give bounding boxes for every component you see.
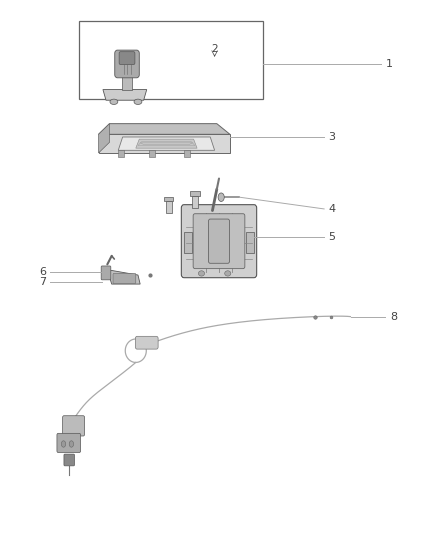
Bar [246,232,254,253]
FancyBboxPatch shape [63,416,85,436]
FancyBboxPatch shape [57,433,81,453]
Bar [79,21,263,99]
Polygon shape [136,139,197,148]
FancyBboxPatch shape [181,205,257,278]
FancyBboxPatch shape [113,273,136,284]
FancyBboxPatch shape [193,214,245,269]
FancyBboxPatch shape [119,52,135,64]
Polygon shape [99,134,230,153]
Ellipse shape [69,441,74,447]
Bar [190,191,200,196]
FancyBboxPatch shape [101,266,111,280]
Text: 1: 1 [385,59,392,69]
Ellipse shape [225,271,231,276]
Bar [149,150,155,157]
Ellipse shape [198,271,205,276]
Polygon shape [118,137,215,150]
Polygon shape [99,124,230,134]
Bar [184,150,190,157]
Polygon shape [103,90,147,100]
Ellipse shape [110,99,118,104]
Text: 4: 4 [328,204,336,214]
FancyBboxPatch shape [64,454,74,466]
Text: 2: 2 [211,44,218,54]
Polygon shape [107,270,140,284]
Bar [164,197,173,201]
Text: 8: 8 [390,312,397,321]
Ellipse shape [218,193,224,201]
Text: 7: 7 [39,278,46,287]
Bar [166,201,172,213]
Text: 3: 3 [328,132,336,142]
FancyBboxPatch shape [135,336,158,349]
Bar [192,196,198,208]
FancyBboxPatch shape [208,219,230,263]
Ellipse shape [61,441,66,447]
FancyBboxPatch shape [115,50,139,78]
Text: 5: 5 [328,232,336,242]
Text: 6: 6 [39,267,46,277]
Ellipse shape [134,99,142,104]
Polygon shape [99,124,110,153]
Bar [184,232,192,253]
Bar [118,150,124,157]
Bar [122,74,132,90]
